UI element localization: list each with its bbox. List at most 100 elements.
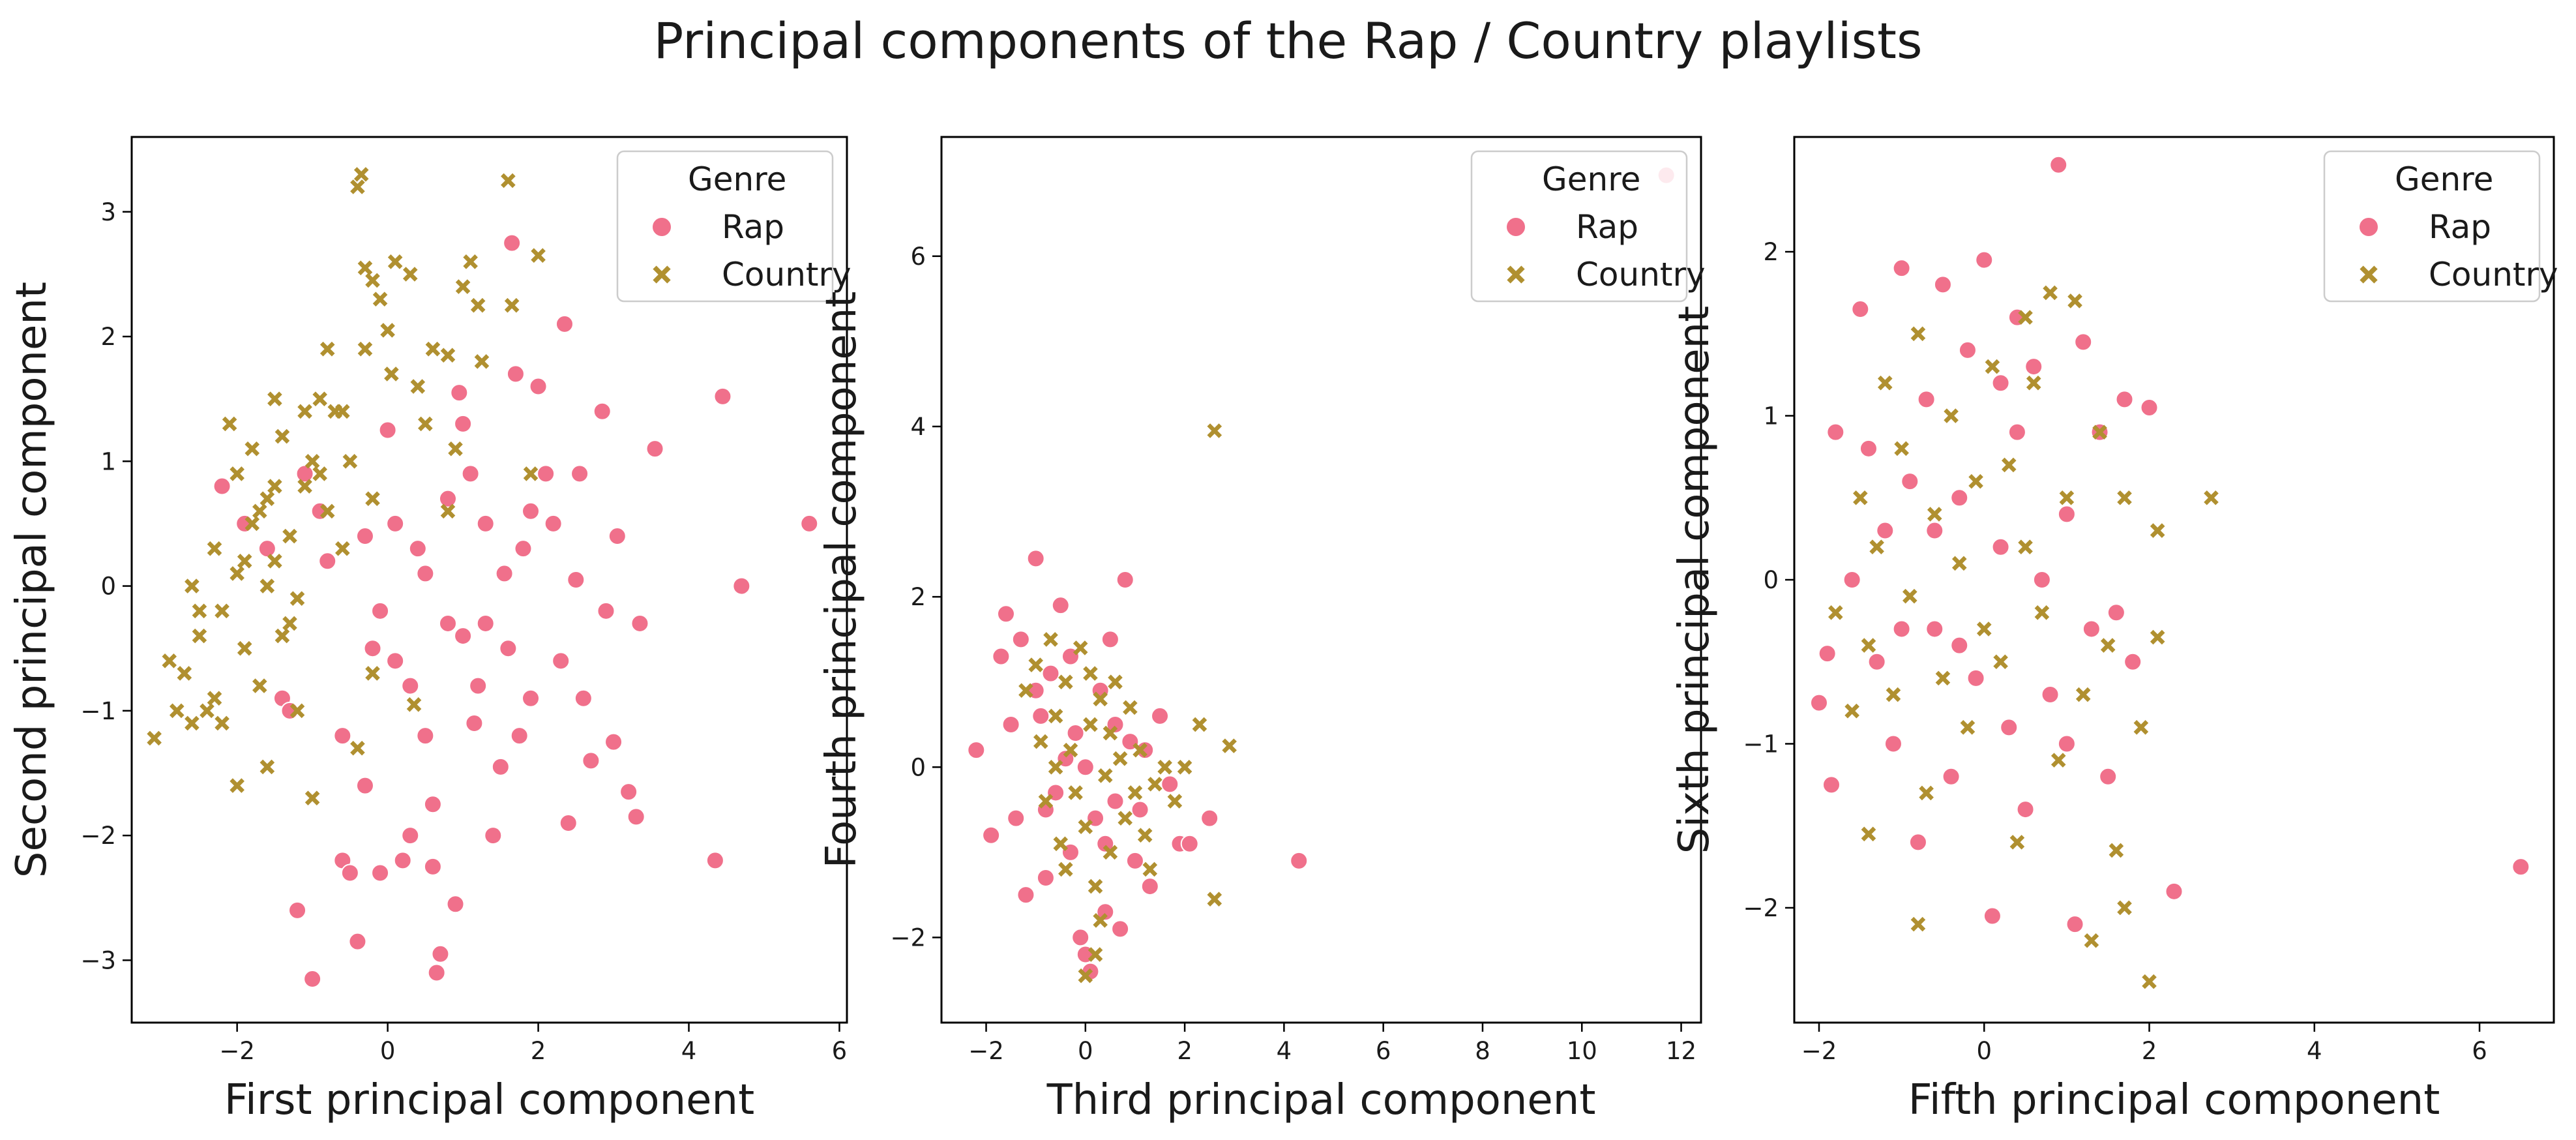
rap-point — [340, 863, 359, 882]
country-point — [1103, 845, 1118, 860]
legend-rap-marker — [2358, 217, 2379, 237]
rap-point — [732, 577, 751, 595]
rap-point — [1950, 636, 1969, 655]
rap-point — [1136, 741, 1155, 760]
rap-point — [386, 514, 405, 533]
country-point — [222, 416, 237, 432]
x-tick-label: −2 — [219, 1037, 255, 1065]
rap-point — [318, 552, 337, 571]
rap-point — [495, 564, 514, 583]
country-point — [1993, 654, 2008, 670]
country-point — [410, 379, 426, 394]
country-point — [372, 292, 388, 307]
rap-point — [450, 383, 469, 402]
legend-title: Genre — [1542, 160, 1640, 198]
rap-point — [2049, 155, 2068, 174]
rap-point — [371, 863, 390, 882]
legend-box — [616, 150, 834, 303]
legend-country-label: Country — [1576, 256, 1706, 293]
x-tick-label: 6 — [1376, 1037, 1391, 1065]
y-tick-label: −1 — [1743, 730, 1779, 758]
rap-point — [544, 514, 563, 533]
country-point — [2109, 843, 2124, 858]
rap-point — [1843, 571, 1861, 589]
y-tick-label: −2 — [890, 923, 926, 952]
country-point — [267, 391, 282, 406]
country-point — [335, 404, 350, 419]
rap-point — [408, 539, 427, 558]
country-point — [185, 715, 200, 731]
rap-point — [1106, 715, 1125, 734]
country-point — [2117, 900, 2132, 916]
country-point — [229, 466, 244, 481]
legend-country-marker — [653, 265, 671, 284]
country-point — [350, 740, 365, 756]
rap-point — [992, 647, 1011, 666]
y-tick-label: 0 — [910, 753, 926, 781]
legend-title: Genre — [688, 160, 786, 198]
country-point — [1828, 605, 1843, 620]
country-point — [2075, 687, 2091, 702]
rap-point — [2057, 734, 2076, 753]
country-point — [244, 516, 260, 532]
country-point — [162, 653, 177, 668]
country-point — [207, 691, 222, 706]
legend: Genre Rap Country — [1470, 150, 1706, 303]
country-point — [319, 503, 335, 519]
country-point — [1093, 691, 1108, 707]
rap-point — [2074, 333, 2093, 352]
country-point — [1853, 490, 1868, 505]
rap-point — [1051, 596, 1070, 615]
country-point — [1118, 811, 1133, 826]
country-point — [448, 441, 463, 457]
country-point — [402, 267, 418, 282]
rap-point — [630, 614, 649, 633]
country-point — [1028, 657, 1043, 672]
x-tick-label: 8 — [1475, 1037, 1490, 1065]
rap-point — [1908, 833, 1927, 852]
country-point — [1192, 717, 1207, 732]
country-point — [2050, 753, 2066, 768]
country-point — [1048, 759, 1063, 775]
x-tick-label: 4 — [681, 1037, 697, 1065]
rap-point — [559, 813, 578, 832]
y-tick-label: 0 — [1763, 566, 1779, 594]
country-point — [297, 404, 312, 419]
country-point — [470, 297, 486, 313]
rap-point — [2082, 620, 2101, 638]
rap-point — [2511, 858, 2530, 877]
country-point — [1902, 588, 1917, 604]
rap-point — [423, 795, 442, 814]
rap-point — [967, 741, 986, 760]
rap-point — [1071, 928, 1090, 947]
x-tick-label: −2 — [968, 1037, 1004, 1065]
country-point — [267, 479, 282, 494]
country-point — [1910, 916, 1926, 932]
rap-point — [303, 970, 322, 989]
y-axis-label: Fourth principal component — [818, 292, 866, 869]
rap-point — [1125, 851, 1144, 870]
legend-country-label: Country — [2429, 256, 2558, 293]
rap-point — [295, 464, 314, 483]
rap-point — [506, 365, 525, 383]
country-point — [504, 297, 520, 313]
country-point — [2043, 285, 2058, 301]
rap-point — [574, 689, 593, 708]
rap-point — [2024, 357, 2043, 376]
country-point — [1147, 777, 1162, 792]
country-point — [2009, 835, 2025, 850]
ticks-layer: −2 0 2 4 6 8 10 12 −2 0 2 4 6 — [890, 243, 1696, 1065]
country-point — [353, 167, 369, 182]
country-point — [380, 323, 395, 338]
country-point — [1073, 640, 1088, 655]
country-point — [1048, 708, 1063, 724]
country-point — [1861, 638, 1876, 653]
legend-country-label: Country — [722, 256, 851, 293]
rap-point — [431, 944, 450, 963]
y-tick-label: 2 — [100, 323, 116, 351]
rap-point — [348, 932, 367, 951]
rap-point — [213, 477, 231, 496]
country-point — [289, 591, 305, 606]
ticks-layer: −2 0 2 4 6 −3 −2 −1 0 1 2 3 — [80, 198, 847, 1065]
rap-point — [465, 713, 484, 732]
